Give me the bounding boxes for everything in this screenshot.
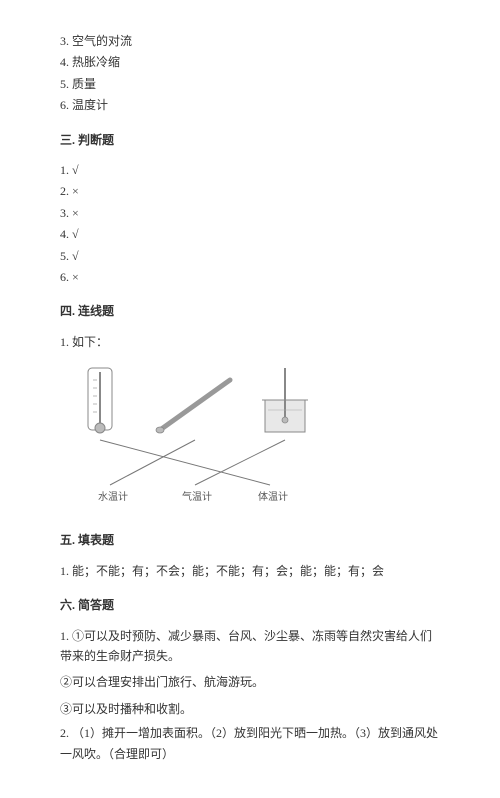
section-short-answer-title: 六. 简答题 bbox=[60, 595, 440, 615]
section-table-title: 五. 填表题 bbox=[60, 530, 440, 550]
matching-diagram: 水温计 气温计 体温计 bbox=[60, 360, 440, 516]
top-answer-list: 3. 空气的对流 4. 热胀冷缩 5. 质量 6. 温度计 bbox=[60, 31, 440, 116]
section-judgment-title: 三. 判断题 bbox=[60, 130, 440, 150]
list-item: 5. √ bbox=[60, 246, 440, 266]
short-answer-2: 2. （1）摊开一增加表面积。（2）放到阳光下晒一加热。（3）放到通风处一风吹。… bbox=[60, 723, 440, 764]
list-item: 5. 质量 bbox=[60, 74, 440, 94]
thermometer-icon bbox=[88, 368, 112, 433]
judgment-list: 1. √ 2. × 3. × 4. √ 5. √ 6. × bbox=[60, 160, 440, 287]
beaker-icon bbox=[262, 368, 308, 432]
diagram-label: 体温计 bbox=[258, 490, 288, 503]
list-item: 3. × bbox=[60, 203, 440, 223]
list-item: 3. 空气的对流 bbox=[60, 31, 440, 51]
answer-line: ②可以合理安排出门旅行、航海游玩。 bbox=[60, 672, 440, 692]
page-content: 3. 空气的对流 4. 热胀冷缩 5. 质量 6. 温度计 三. 判断题 1. … bbox=[0, 0, 500, 798]
matching-prefix: 1. 如下： bbox=[60, 332, 440, 352]
diagram-label: 气温计 bbox=[182, 490, 212, 503]
section-matching-title: 四. 连线题 bbox=[60, 301, 440, 321]
short-answer-1: 1. ①可以及时预防、减少暴雨、台风、沙尘暴、冻雨等自然灾害给人们带来的生命财产… bbox=[60, 626, 440, 720]
diagram-svg: 水温计 气温计 体温计 bbox=[60, 360, 320, 510]
list-item: 4. 热胀冷缩 bbox=[60, 52, 440, 72]
answer-line: ③可以及时播种和收割。 bbox=[60, 699, 440, 719]
list-item: 2. × bbox=[60, 181, 440, 201]
matching-lines bbox=[100, 440, 285, 485]
clinical-thermometer-icon bbox=[156, 380, 230, 433]
table-answer: 1. 能；不能；有；不会；能；不能；有；会；能；能；有；会 bbox=[60, 561, 440, 581]
answer-line: 1. ①可以及时预防、减少暴雨、台风、沙尘暴、冻雨等自然灾害给人们带来的生命财产… bbox=[60, 626, 440, 667]
list-item: 1. √ bbox=[60, 160, 440, 180]
list-item: 6. 温度计 bbox=[60, 95, 440, 115]
list-item: 6. × bbox=[60, 267, 440, 287]
list-item: 4. √ bbox=[60, 224, 440, 244]
diagram-label: 水温计 bbox=[98, 490, 128, 503]
